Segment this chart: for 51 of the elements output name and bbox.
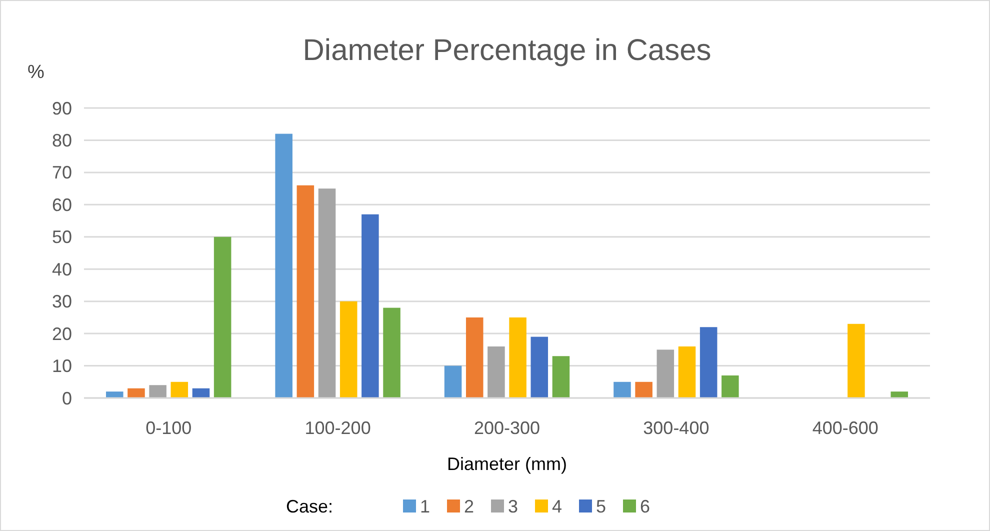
x-tick-label: 200-300 — [474, 418, 540, 438]
legend-title: Case: — [286, 496, 333, 516]
bar — [444, 366, 462, 398]
y-tick-label: 80 — [52, 130, 72, 151]
y-tick-label: 10 — [52, 356, 72, 376]
bar — [722, 375, 739, 398]
y-tick-label: 70 — [52, 162, 72, 183]
bar — [149, 385, 166, 398]
legend-label: 1 — [420, 496, 430, 516]
bar — [678, 346, 696, 398]
bar — [318, 188, 336, 398]
bar — [296, 185, 314, 398]
y-tick-label: 30 — [52, 292, 72, 312]
bar — [656, 350, 674, 398]
bar — [848, 324, 865, 398]
y-tick-label: 60 — [52, 194, 72, 215]
bar — [383, 308, 400, 398]
bar — [614, 382, 631, 398]
x-tick-label: 0-100 — [146, 418, 192, 438]
bar — [214, 236, 232, 398]
legend-label: 6 — [640, 496, 650, 516]
bar — [700, 327, 718, 398]
bar — [530, 336, 548, 398]
x-tick-label: 300-400 — [643, 418, 710, 438]
bar — [192, 388, 210, 398]
y-tick-label: 20 — [52, 324, 72, 344]
legend-label: 3 — [508, 496, 518, 516]
legend-label: 4 — [552, 496, 562, 516]
x-axis-title: Diameter (mm) — [447, 454, 567, 474]
bar — [106, 392, 124, 398]
bar — [466, 317, 484, 398]
y-axis-title: % — [28, 62, 45, 83]
bar — [552, 356, 570, 398]
y-tick-label: 50 — [52, 227, 72, 248]
x-tick-label: 100-200 — [304, 418, 371, 438]
y-tick-label: 40 — [52, 259, 72, 280]
legend-label: 2 — [464, 496, 474, 516]
bar — [362, 214, 379, 398]
bar — [128, 388, 145, 398]
x-tick-label: 400-600 — [812, 418, 878, 438]
bar — [275, 134, 292, 398]
bar — [170, 382, 188, 398]
bar — [890, 392, 908, 398]
bar — [635, 382, 652, 398]
y-tick-label: 0 — [62, 388, 72, 408]
legend-label: 5 — [596, 496, 606, 516]
bar — [340, 301, 358, 398]
bar — [488, 346, 505, 398]
chart-title: Diameter Percentage in Cases — [302, 34, 712, 67]
y-tick-label: 90 — [52, 98, 72, 118]
bar — [509, 317, 526, 398]
